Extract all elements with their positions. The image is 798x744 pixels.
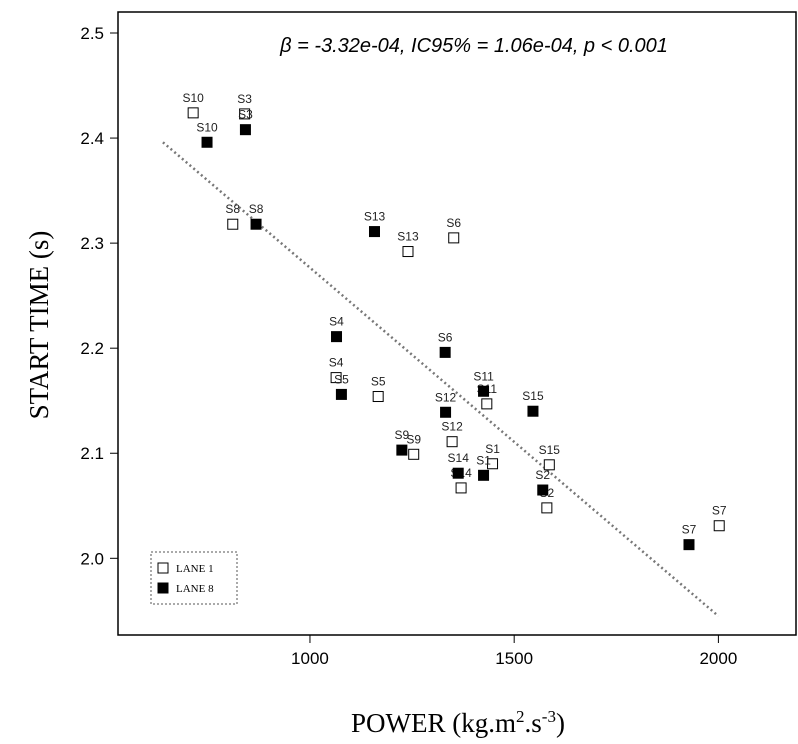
point-label: S10	[196, 120, 218, 134]
trendline-group	[162, 141, 720, 618]
x-axis-title-sup2: -3	[542, 707, 556, 726]
point-label: S8	[249, 202, 264, 216]
lane8-point	[527, 405, 539, 417]
point-label: S1	[485, 442, 500, 456]
lane1-point	[541, 502, 553, 514]
lane8-point	[396, 444, 408, 456]
lane1-point	[227, 218, 239, 230]
x-tick-label: 1500	[495, 649, 533, 668]
point-label: S4	[329, 356, 344, 370]
lane1-point	[408, 448, 420, 460]
point-label: S9	[406, 432, 421, 446]
lane1-point	[446, 436, 458, 448]
x-axis-title-main: POWER (kg.m	[351, 708, 516, 738]
point-label: S12	[435, 390, 457, 404]
point-label: S10	[182, 91, 204, 105]
legend-lane8-marker	[157, 582, 169, 594]
point-label: S15	[539, 443, 561, 457]
point-label: S6	[438, 330, 453, 344]
point-label: S15	[522, 389, 544, 403]
lane1-point	[455, 482, 467, 494]
point-label: S3	[237, 92, 252, 106]
lane8-point	[250, 218, 262, 230]
point-label: S4	[329, 315, 344, 329]
lane8-point	[368, 226, 380, 238]
x-axis-title-end: )	[556, 708, 565, 738]
y-tick-label: 2.3	[80, 234, 104, 253]
x-axis: 1000 1500 2000	[291, 635, 737, 668]
point-label: S7	[682, 523, 697, 537]
lane1-point	[402, 246, 414, 258]
y-tick-label: 2.0	[80, 549, 104, 568]
legend: LANE 1 LANE 8	[150, 551, 238, 605]
legend-lane1-marker	[157, 562, 169, 574]
y-tick-label: 2.4	[80, 129, 104, 148]
lane1-point	[481, 398, 493, 410]
y-tick-label: 2.5	[80, 24, 104, 43]
x-tick-label: 2000	[699, 649, 737, 668]
y-axis-title: START TIME (s)	[24, 231, 54, 420]
lane8-point	[239, 124, 251, 136]
lane1-point	[448, 232, 460, 244]
lane8-point	[452, 467, 464, 479]
point-label: S6	[446, 216, 461, 230]
x-axis-title-sup1: 2	[516, 707, 525, 726]
point-label: S13	[364, 210, 386, 224]
x-tick-label: 1000	[291, 649, 329, 668]
lane8-point	[478, 469, 490, 481]
point-label: S11	[473, 369, 494, 383]
lane8-point	[201, 136, 213, 148]
x-axis-title: POWER (kg.m2.s-3)	[351, 707, 565, 738]
lane1-point	[372, 391, 384, 403]
lane1-point	[187, 107, 199, 119]
point-label: S12	[441, 420, 463, 434]
lane1-point	[330, 372, 342, 384]
y-axis: 2.0 2.1 2.2 2.3 2.4 2.5	[80, 24, 118, 568]
plot-frame	[117, 11, 797, 636]
point-label: S14	[448, 451, 470, 465]
point-label: S5	[371, 375, 386, 389]
point-label: S3	[238, 108, 253, 122]
lane1-point	[713, 520, 725, 532]
lane8-point	[440, 406, 452, 418]
legend-box	[150, 551, 238, 605]
y-tick-label: 2.1	[80, 444, 104, 463]
y-tick-label: 2.2	[80, 339, 104, 358]
points-group: S10 S3 S8 S6 S13 S4 S5 S11 S12 S9 S1 S15 S14 S2 S7 S10 S…	[182, 91, 727, 551]
lane8-point	[439, 346, 451, 358]
lane1-point	[487, 458, 499, 470]
lane8-point	[537, 484, 549, 496]
legend-lane8-label: LANE 8	[176, 583, 214, 595]
point-label: S13	[397, 230, 419, 244]
legend-lane1-label: LANE 1	[176, 563, 214, 575]
point-label: S2	[535, 468, 550, 482]
lane1-point	[239, 108, 251, 120]
point-label: S1	[476, 453, 491, 467]
x-axis-title-mid: .s	[525, 708, 542, 738]
regression-line	[162, 141, 720, 618]
lane8-point	[331, 331, 343, 343]
point-label: S5	[334, 372, 349, 386]
lane8-point	[683, 539, 695, 551]
lane8-point	[335, 388, 347, 400]
lane1-point	[543, 459, 555, 471]
point-label: S9	[395, 428, 410, 442]
stats-annotation: β = -3.32e-04, IC95% = 1.06e-04, p < 0.0…	[279, 35, 668, 57]
lane8-point	[478, 385, 490, 397]
point-label: S8	[225, 202, 240, 216]
point-label: S7	[712, 504, 727, 518]
